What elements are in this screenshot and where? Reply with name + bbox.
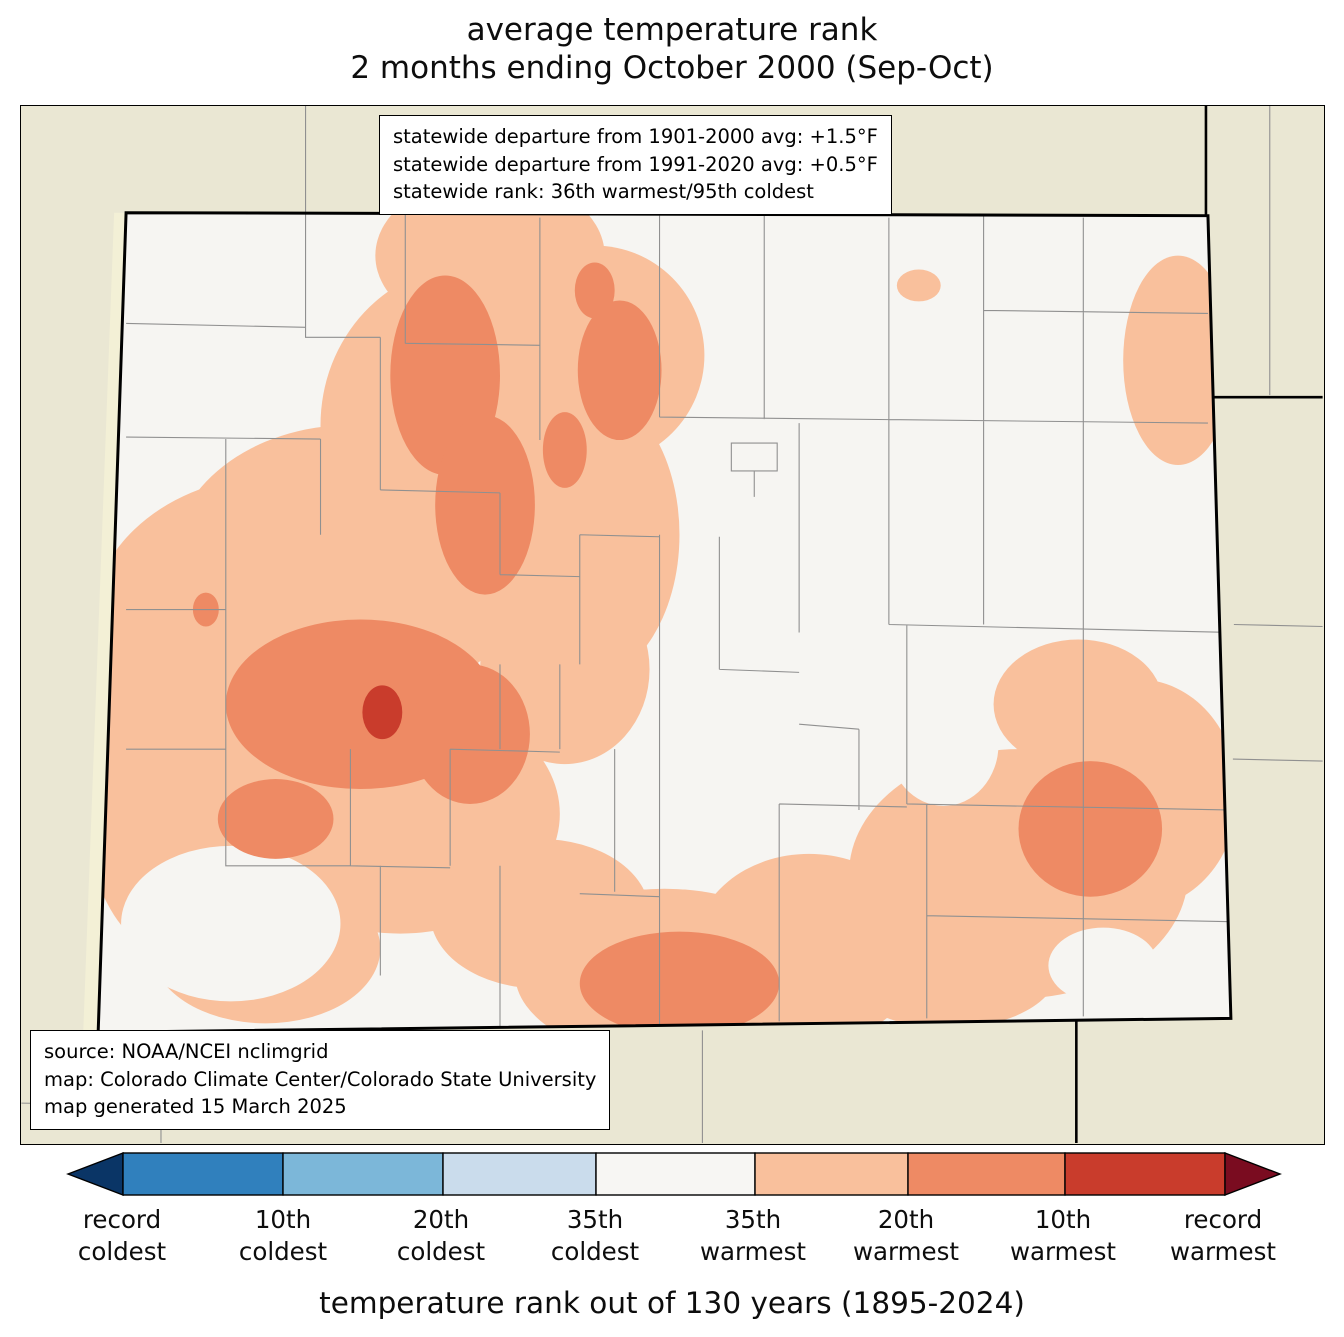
colorbar-seg-neutral xyxy=(595,1152,756,1196)
stats-line-1: statewide departure from 1901-2000 avg: … xyxy=(393,125,878,148)
label-10th-coldest: 10th coldest xyxy=(238,1205,328,1267)
colorbar-seg-cold-20th xyxy=(282,1152,444,1196)
outside-county-lines xyxy=(21,106,1323,1143)
label-35th-coldest: 35th coldest xyxy=(550,1205,640,1267)
legend-caption: temperature rank out of 130 years (1895-… xyxy=(319,1286,1025,1320)
label-20th-warmest: 20th warmest xyxy=(852,1205,960,1267)
map-panel: statewide departure from 1901-2000 avg: … xyxy=(20,105,1325,1145)
colorbar-seg-warm-10th xyxy=(1064,1152,1226,1196)
colorado-rank-map xyxy=(21,106,1323,1143)
warm-20th-regions xyxy=(192,262,1163,1033)
title-line-2: 2 months ending October 2000 (Sep-Oct) xyxy=(350,49,994,86)
label-10th-warmest: 10th warmest xyxy=(1009,1205,1117,1267)
warm-10th-spot xyxy=(362,685,403,740)
near-normal-regions xyxy=(121,405,1159,1004)
label-record-coldest: record coldest xyxy=(77,1205,167,1267)
label-35th-warmest: 35th warmest xyxy=(699,1205,807,1267)
figure-title: average temperature rank 2 months ending… xyxy=(0,12,1344,88)
stats-box: statewide departure from 1901-2000 avg: … xyxy=(379,115,892,216)
source-line-2: map: Colorado Climate Center/Colorado St… xyxy=(44,1067,597,1091)
colorbar-seg-warm-20th xyxy=(907,1152,1066,1196)
source-line-3: map generated 15 March 2025 xyxy=(44,1095,347,1119)
label-20th-coldest: 20th coldest xyxy=(396,1205,486,1267)
label-record-warmest: record warmest xyxy=(1169,1205,1277,1267)
colorbar xyxy=(0,1150,1344,1198)
colorbar-seg-warm-35th xyxy=(754,1152,909,1196)
county-lines xyxy=(126,213,1231,1029)
colorbar-arrow-record-coldest xyxy=(66,1151,124,1197)
colorbar-seg-cold-10th xyxy=(122,1152,284,1196)
source-line-1: source: NOAA/NCEI nclimgrid xyxy=(44,1039,329,1063)
colorbar-seg-cold-35th xyxy=(442,1152,597,1196)
colorbar-labels: record coldest 10th coldest 20th coldest 35… xyxy=(0,1204,1344,1280)
stats-line-2: statewide departure from 1991-2020 avg: … xyxy=(393,152,878,176)
stats-line-3: statewide rank: 36th warmest/95th coldes… xyxy=(393,180,814,204)
state-west-edge-tint xyxy=(83,212,127,1033)
source-box: source: NOAA/NCEI nclimgrid map: Colorad… xyxy=(30,1029,611,1130)
title-line-1: average temperature rank xyxy=(466,12,878,48)
colorbar-arrow-record-warmest xyxy=(1224,1151,1282,1197)
colorbar-svg xyxy=(66,1151,1282,1197)
